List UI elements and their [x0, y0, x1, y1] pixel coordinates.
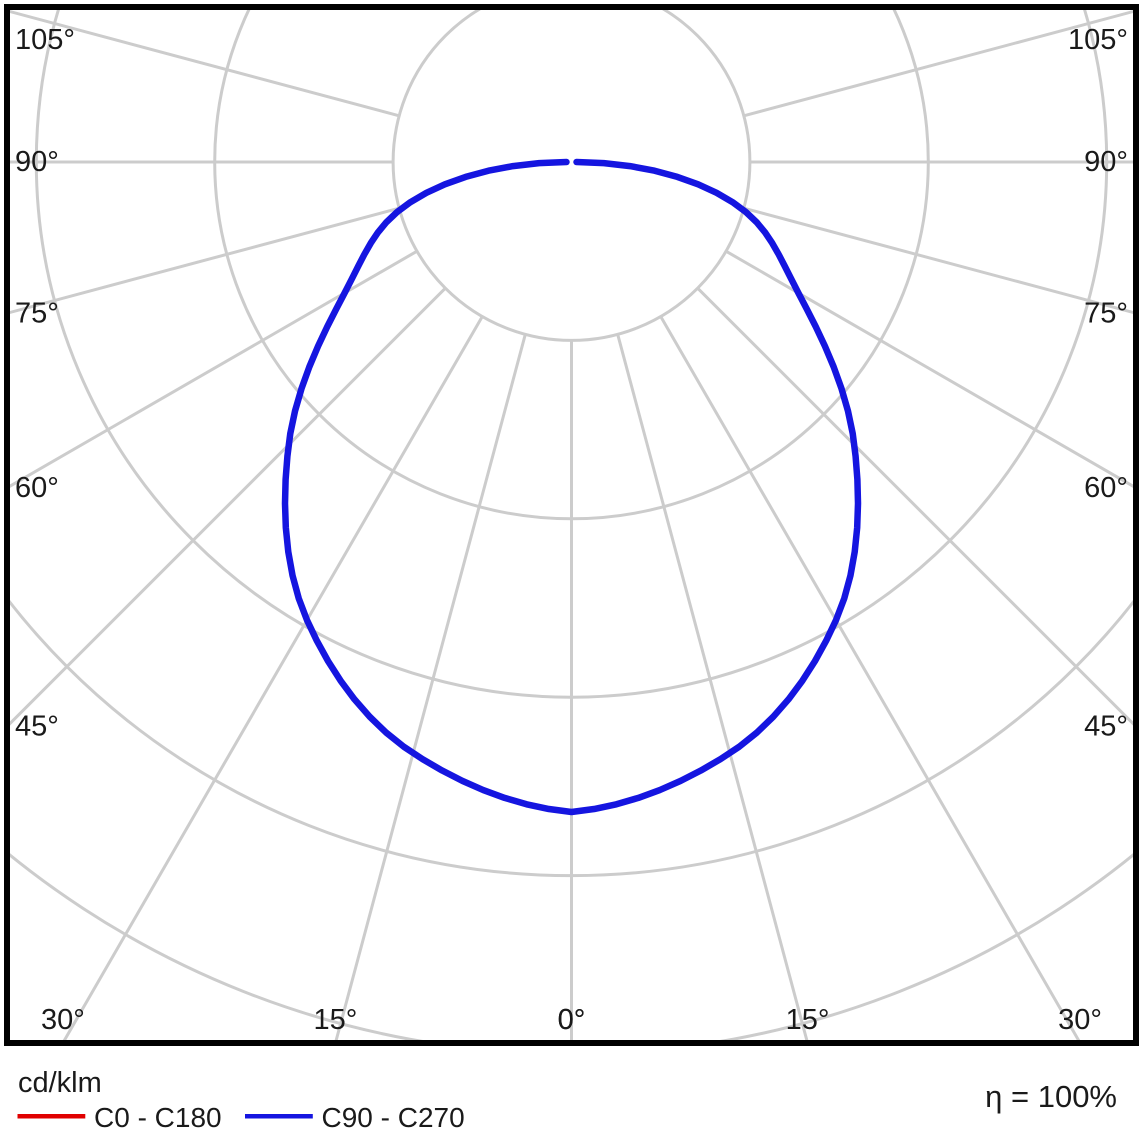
svg-text:90°: 90° — [15, 146, 59, 178]
svg-text:45°: 45° — [15, 711, 59, 743]
svg-text:η = 100%: η = 100% — [985, 1079, 1117, 1114]
svg-text:cd/klm: cd/klm — [18, 1067, 102, 1099]
svg-text:15°: 15° — [786, 1004, 830, 1036]
svg-text:15°: 15° — [313, 1004, 357, 1036]
svg-text:90°: 90° — [1084, 146, 1128, 178]
svg-text:75°: 75° — [1084, 297, 1128, 329]
svg-text:0°: 0° — [558, 1004, 586, 1036]
svg-text:C0 - C180: C0 - C180 — [94, 1102, 222, 1133]
svg-text:C90 - C270: C90 - C270 — [322, 1102, 465, 1133]
svg-text:75°: 75° — [15, 297, 59, 329]
svg-text:105°: 105° — [1068, 24, 1128, 56]
svg-text:45°: 45° — [1084, 711, 1128, 743]
svg-text:105°: 105° — [15, 24, 75, 56]
svg-text:60°: 60° — [1084, 472, 1128, 504]
svg-text:30°: 30° — [41, 1004, 85, 1036]
svg-text:30°: 30° — [1058, 1004, 1102, 1036]
svg-text:60°: 60° — [15, 472, 59, 504]
